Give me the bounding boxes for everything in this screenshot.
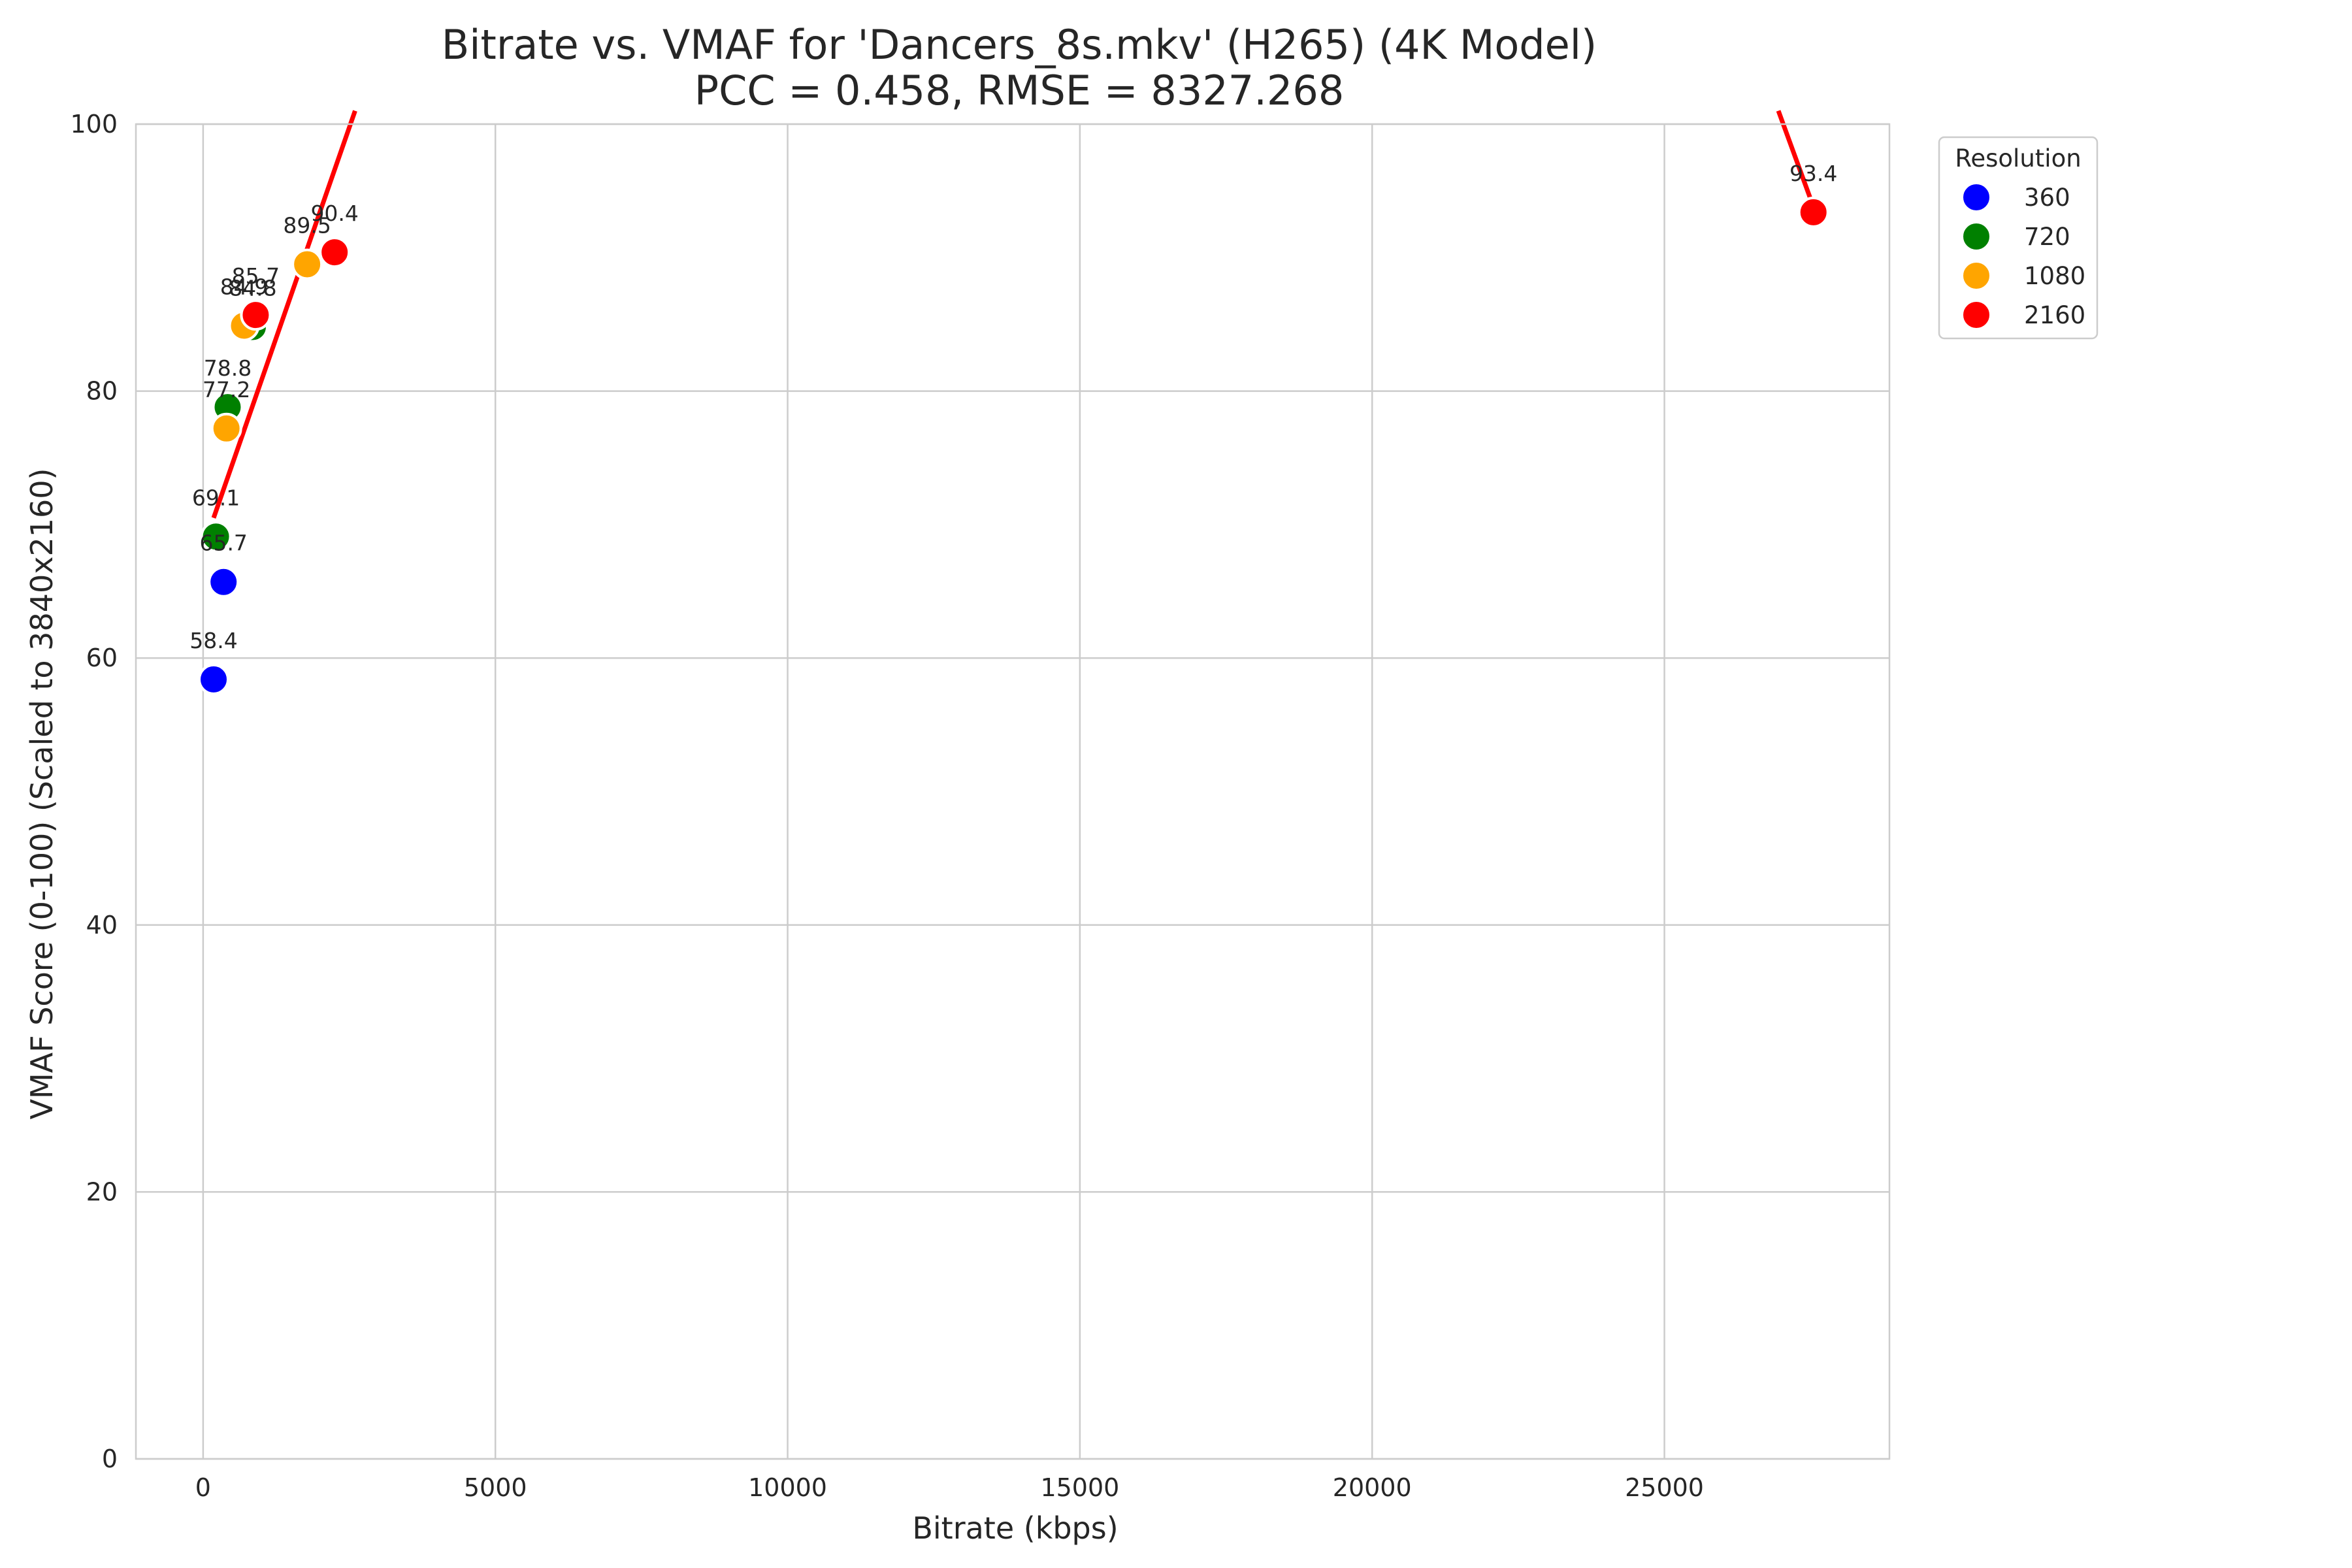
data-label: 89.5 [283, 213, 331, 238]
data-label: 93.4 [1789, 161, 1837, 186]
data-point [200, 521, 232, 553]
data-point [1797, 196, 1829, 228]
y-tick-label: 40 [86, 911, 118, 939]
y-tick-label: 80 [86, 377, 118, 406]
legend-label: 1080 [2024, 262, 2085, 290]
fit-line [1776, 110, 1813, 200]
legend-marker [1961, 260, 1992, 291]
fit-lines [211, 110, 1813, 519]
axis-ticks: 0 5000 10000 15000 20000 25000 0 20 40 60 80 100 [70, 110, 1704, 1502]
legend: Resolution 360 720 1080 2160 [1938, 136, 2099, 340]
x-axis-label: Bitrate (kbps) [912, 1511, 1118, 1546]
data-label: 90.4 [310, 201, 358, 226]
data-label: 58.4 [189, 628, 237, 653]
x-tick-label: 25000 [1625, 1473, 1704, 1502]
fit-line [211, 110, 357, 519]
data-point [319, 237, 351, 269]
legend-label: 360 [2024, 184, 2070, 212]
data-point [240, 299, 272, 331]
y-tick-label: 60 [86, 644, 118, 672]
data-label: 85.7 [232, 263, 280, 289]
y-tick-label: 20 [86, 1177, 118, 1206]
chart-title-line2: PCC = 0.458, RMSE = 8327.268 [694, 67, 1345, 114]
y-tick-label: 0 [102, 1445, 118, 1473]
data-points [197, 196, 1829, 695]
x-tick-label: 5000 [464, 1473, 527, 1502]
data-label: 65.7 [199, 531, 247, 556]
legend-title: Resolution [1955, 144, 2081, 172]
x-tick-label: 20000 [1333, 1473, 1412, 1502]
legend-marker [1961, 221, 1992, 252]
data-label: 84.8 [229, 276, 276, 301]
data-labels: 58.4 65.7 69.1 78.8 84.8 77.2 84.9 89.585.7 90.4… [189, 161, 1837, 653]
x-tick-label: 0 [195, 1473, 211, 1502]
x-tick-label: 15000 [1040, 1473, 1119, 1502]
chart-title-line1: Bitrate vs. VMAF for 'Dancers_8s.mkv' (H… [442, 21, 1597, 69]
data-point [291, 248, 323, 280]
y-tick-label: 100 [70, 110, 118, 139]
plot-area: 58.4 65.7 69.1 78.8 84.8 77.2 84.9 89.585.7 90.4… [135, 110, 1891, 1460]
legend-items: 360 720 1080 2160 [1961, 182, 2085, 331]
data-point [197, 663, 229, 695]
legend-marker [1961, 299, 1992, 331]
plot-background [136, 124, 1889, 1459]
data-label: 69.1 [192, 485, 240, 510]
data-label: 78.8 [204, 355, 252, 381]
x-tick-label: 10000 [748, 1473, 827, 1502]
plot-frame [135, 123, 1891, 1460]
legend-label: 720 [2024, 223, 2070, 251]
data-label: 84.9 [220, 274, 268, 299]
y-axis-label: VMAF Score (0-100) (Scaled to 3840x2160) [24, 468, 59, 1120]
legend-label: 2160 [2024, 301, 2085, 329]
data-label: 77.2 [203, 377, 250, 402]
data-point [208, 566, 240, 598]
legend-marker [1961, 182, 1992, 213]
data-point [210, 412, 242, 444]
